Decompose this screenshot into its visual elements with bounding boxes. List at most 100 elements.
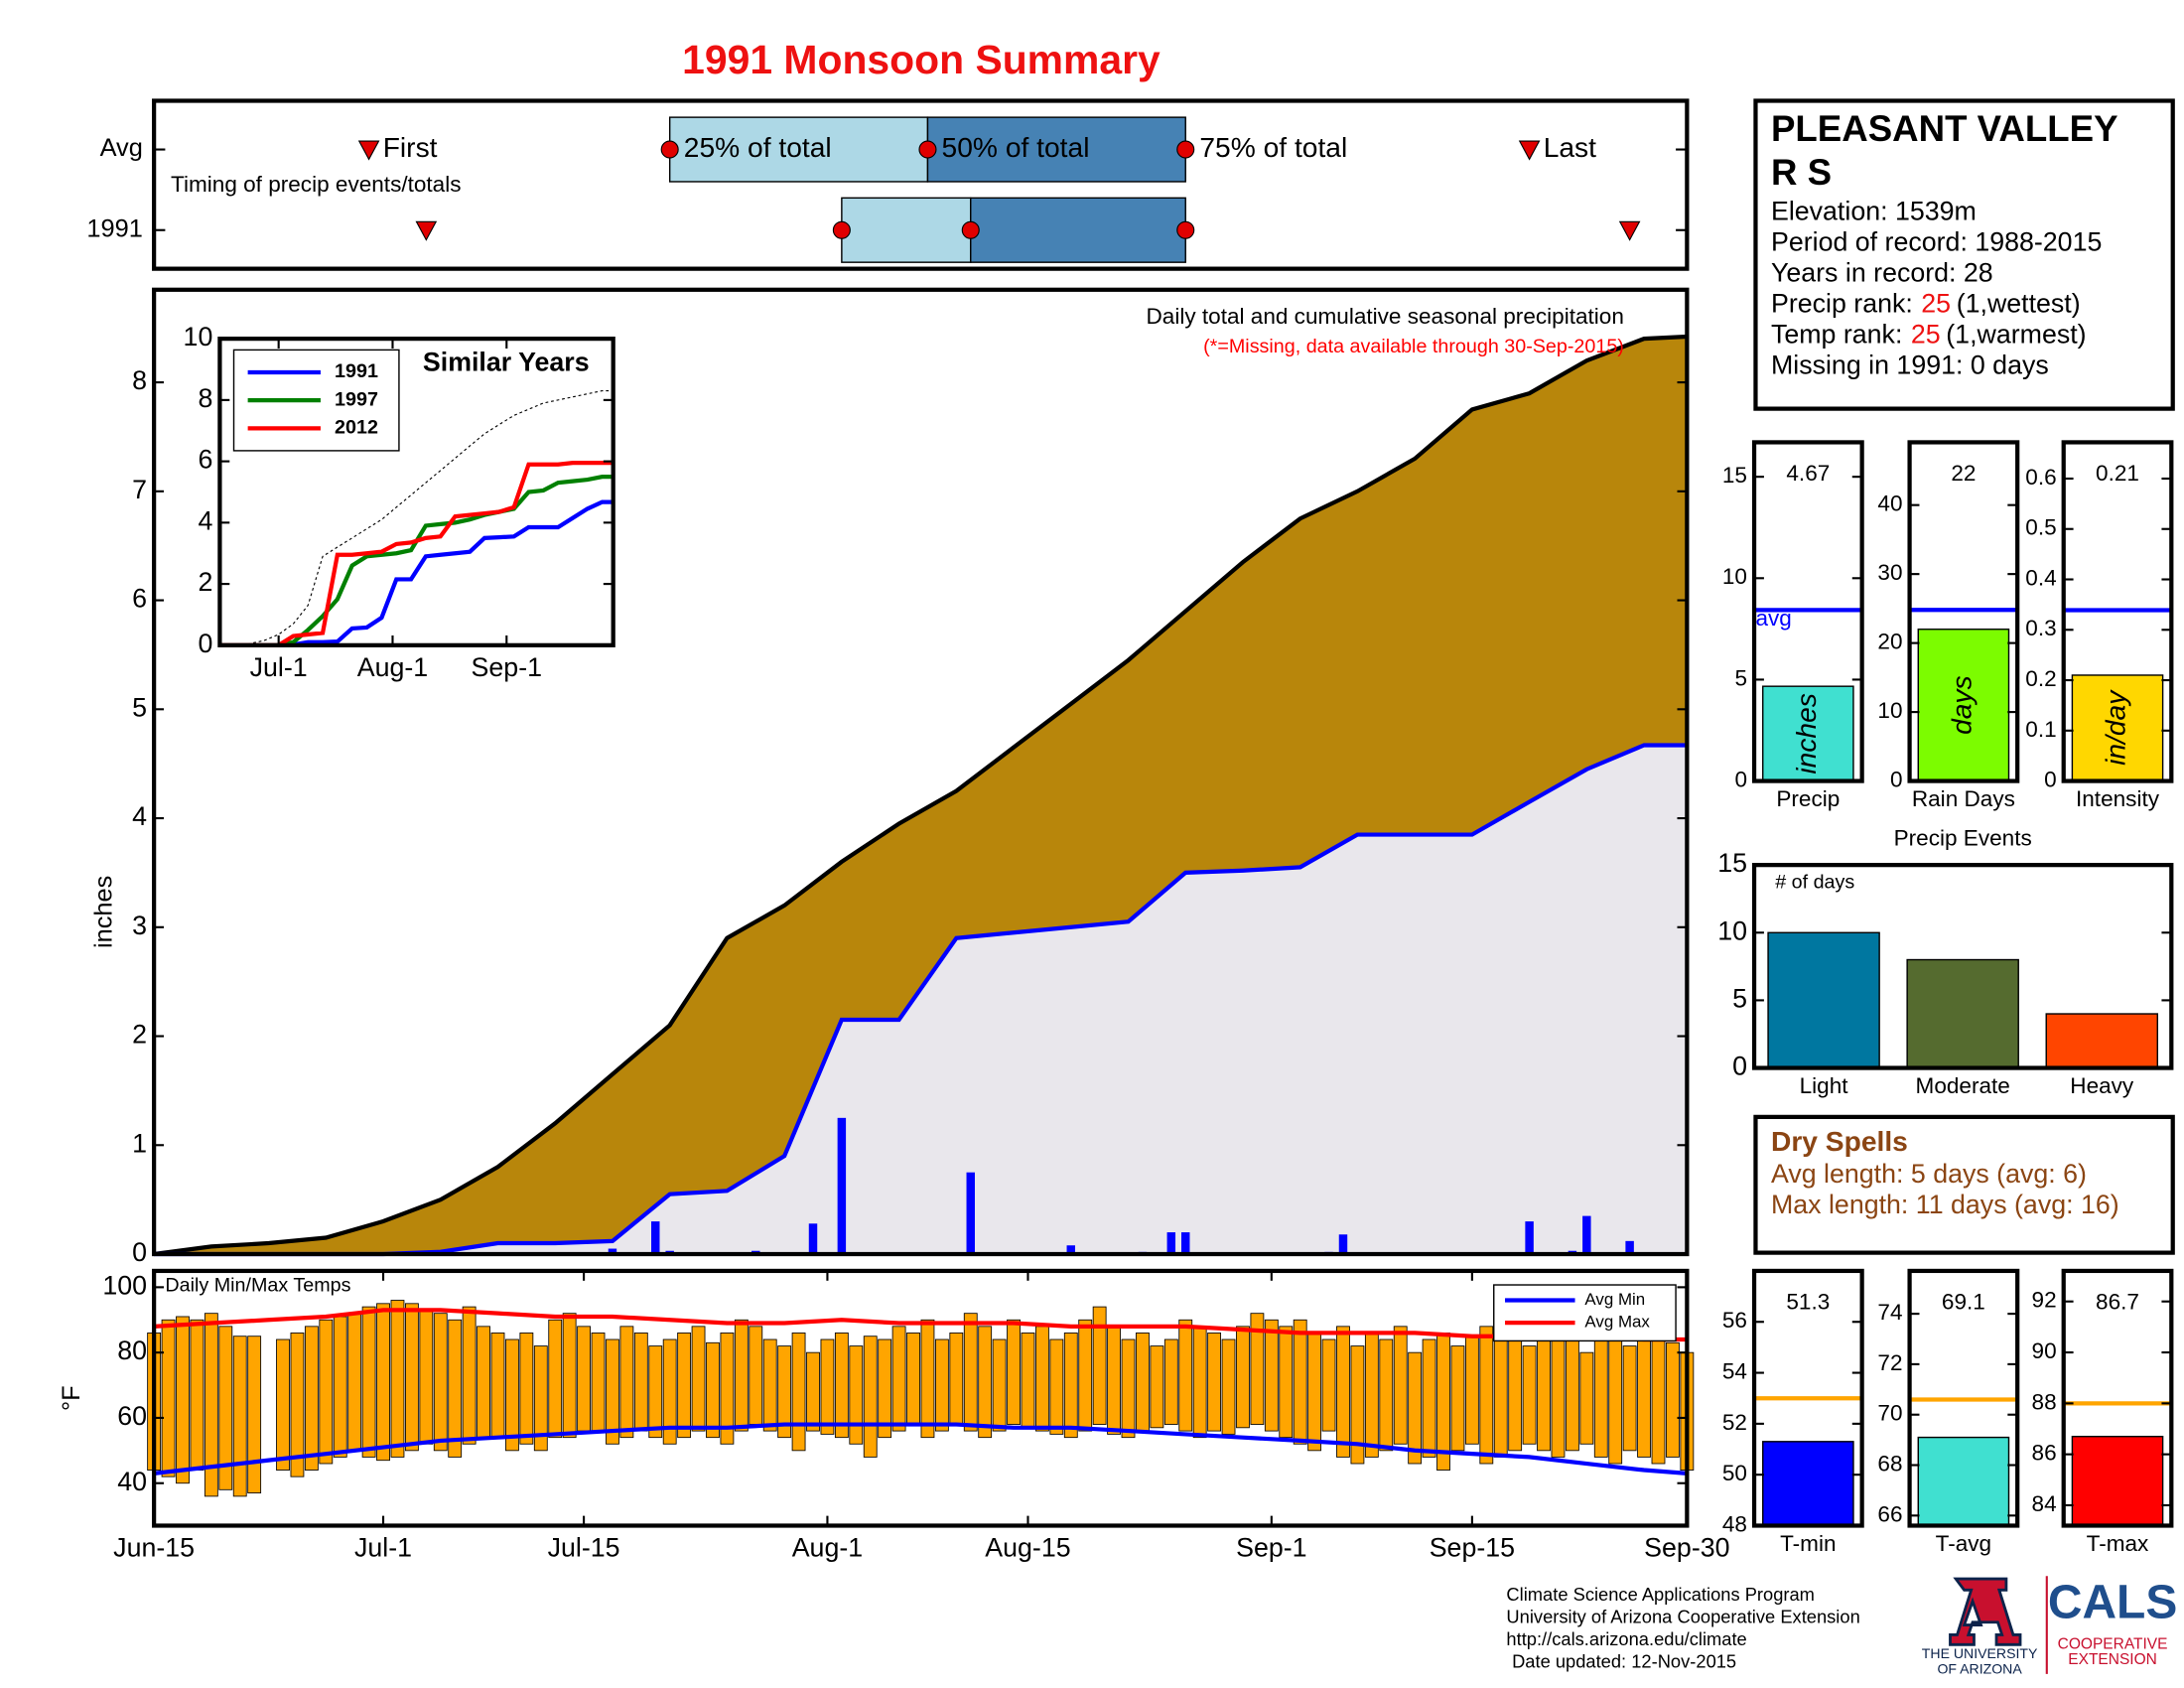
y-tick-label: 0 [198,629,212,658]
temp-range-bar [490,1333,505,1439]
ua-logo [1949,1577,2022,1646]
marker-label: 75% of total [1199,131,1347,163]
temp-range-bar [290,1333,305,1477]
temp-range-bar [462,1306,477,1445]
y-tick-label: 0.6 [2025,465,2056,490]
temp-range-bar [176,1316,190,1484]
y-tick-label: 74 [1877,1300,1902,1325]
temp-range-bar [720,1333,735,1445]
x-tick-label: Sep-15 [1430,1533,1515,1563]
station-name: PLEASANT VALLEY [1771,108,2118,149]
temp-range-bar [519,1333,534,1445]
station-name: R S [1771,152,1832,193]
temp-range-bar [548,1319,563,1439]
temp-range-bar [1551,1333,1566,1458]
temp-range-bar [1579,1351,1594,1445]
temp-range-bar [304,1326,319,1471]
avg-temp-line [153,1422,1688,1477]
temp-range-bar [1637,1338,1651,1458]
y-tick-label: 30 [1877,560,1902,585]
temp-range-bar [891,1326,906,1432]
daily-bar [1181,1232,1190,1255]
daily-bar [1625,1240,1634,1255]
x-tick-label: Jul-15 [548,1533,620,1563]
x-tick-label: Jun-15 [113,1533,195,1563]
bar [1917,629,2010,782]
y-tick-label: 40 [117,1467,147,1496]
temp-range-bar [849,1345,864,1445]
quantile-marker [1176,140,1195,159]
plot-frame [1751,440,1864,783]
legend-box [1493,1284,1677,1342]
plot-frame [1907,440,2020,783]
y-tick-label: 6 [198,445,212,475]
y-tick-label: 70 [1877,1401,1902,1426]
chart-title: Daily Min/Max Temps [165,1275,350,1297]
temp-range-bar [863,1336,878,1458]
series-line [219,390,614,646]
timing-box [926,116,1186,183]
avg-temp-line [154,1308,1688,1342]
y-tick-label: 0.2 [2025,666,2056,691]
temp-range-bar [706,1341,720,1439]
temp-range-bar [1107,1326,1121,1435]
timing-box [668,116,929,183]
temp-range-bar [1178,1319,1193,1432]
category-label: T-max [2087,1531,2149,1556]
cals-logo-text: COOPERATIVE [2058,1635,2168,1652]
rank-note: (1,wettest) [1957,288,2081,318]
temp-range-bar [1651,1336,1666,1465]
rank-value: 25 [1921,288,1951,318]
y-axis-label: °F [58,1385,85,1411]
footer-line: Climate Science Applications Program [1506,1584,1815,1605]
x-tick-label: Sep-1 [472,652,542,682]
temp-range-bar [820,1338,835,1435]
page-title: 1991 Monsoon Summary [682,37,1160,82]
daily-bar [1582,1215,1591,1255]
temp-range-bar [1136,1333,1150,1432]
temp-range-bar [949,1333,964,1425]
cumulative-line [153,334,1688,1257]
temp-range-bar [533,1345,548,1452]
timing-box [970,197,1186,263]
temp-range-bar [1221,1338,1236,1435]
x-tick-label: Aug-1 [357,652,428,682]
y-tick-label: 0.3 [2025,616,2056,640]
station-info: Years in record: 28 [1771,257,1993,287]
y-tick-label: 0.1 [2025,717,2056,742]
temp-range-bar [1393,1326,1408,1445]
temp-range-bar [749,1326,763,1425]
marker-label: 50% of total [942,131,1090,163]
temp-range-bar [376,1303,390,1462]
bar [1767,931,1880,1069]
temp-range-bar [1522,1345,1537,1445]
y-tick-label: 7 [132,475,147,504]
y-tick-label: 15 [1717,848,1747,878]
temp-range-bar [361,1306,376,1458]
annotation: Daily total and cumulative seasonal prec… [1147,304,1624,329]
quantile-marker [918,140,937,159]
y-tick-label: 56 [1722,1308,1747,1333]
bar [1917,1436,2010,1527]
legend-label: Avg Max [1584,1313,1650,1332]
category-label: Intensity [2076,786,2160,811]
y-tick-label: 10 [184,322,213,352]
y-tick-label: 0 [2044,768,2057,792]
dry-spells-line: Max length: 11 days (avg: 16) [1771,1190,2119,1219]
x-tick-label: Sep-30 [1644,1533,1729,1563]
temp-range-bar [1293,1319,1307,1445]
temp-range-bar [1479,1326,1494,1465]
y-tick-label: 84 [2032,1491,2057,1516]
temp-range-bar [978,1326,993,1439]
y-tick-label: 0 [1732,1052,1747,1081]
category-label: Light [1800,1073,1849,1098]
y-tick-label: 0 [1734,768,1747,792]
rank-label: Temp rank: [1771,319,1902,349]
temp-range-bar [204,1313,218,1497]
timeline-note: Timing of precip events/totals [171,172,461,197]
temp-range-bar [619,1326,634,1439]
cals-logo: CALS [2048,1576,2177,1628]
category-label: Precip [1776,786,1840,811]
plot-frame [2061,440,2174,783]
